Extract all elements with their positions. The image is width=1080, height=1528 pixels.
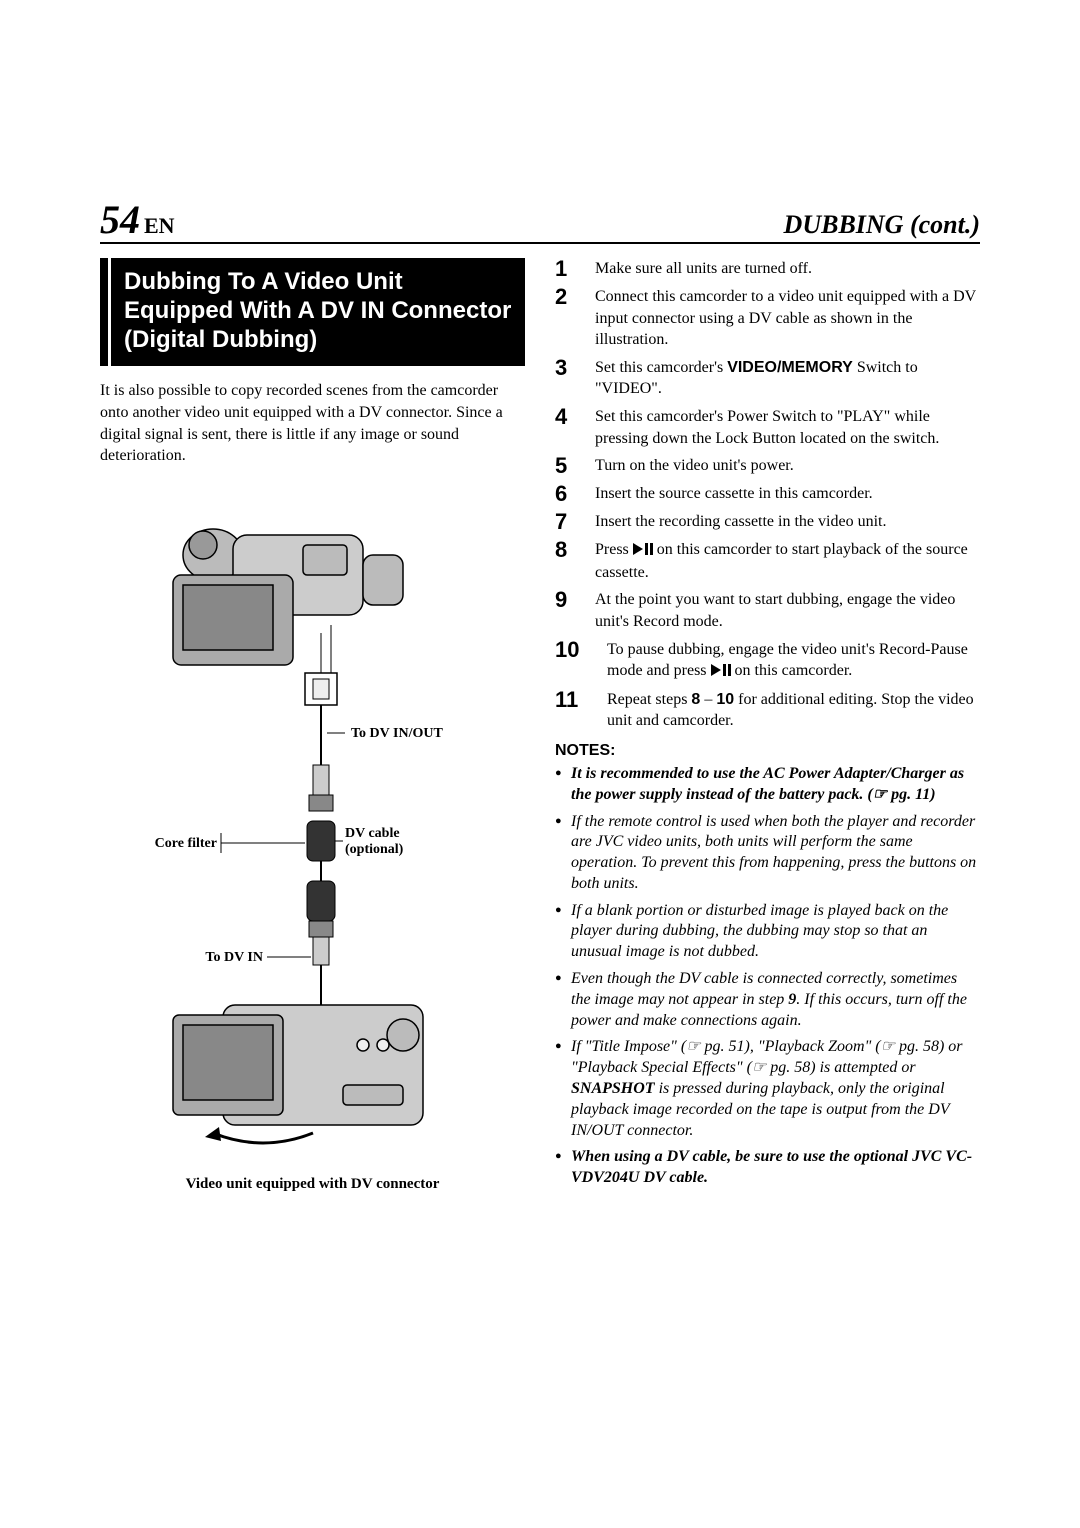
- right-column: 1 Make sure all units are turned off. 2 Con…: [555, 258, 980, 1201]
- notes-list: It is recommended to use the AC Power Ad…: [555, 764, 980, 1189]
- step-text: Turn on the video unit's power.: [595, 455, 794, 477]
- topic-title-block: Dubbing To A Video Unit Equipped With A …: [100, 258, 525, 366]
- step-number: 2: [555, 286, 587, 308]
- topic-title: Dubbing To A Video Unit Equipped With A …: [124, 268, 513, 354]
- step-item: 3 Set this camcorder's VIDEO/MEMORY Switc…: [555, 357, 980, 400]
- label-core-filter: Core filter: [154, 836, 216, 851]
- play-pause-icon: [711, 661, 731, 683]
- connection-diagram: To DV IN/OUT Core filter DV cable (optio…: [100, 485, 525, 1193]
- left-column: Dubbing To A Video Unit Equipped With A …: [100, 258, 525, 1201]
- note-item: If the remote control is used when both …: [555, 812, 980, 895]
- intro-paragraph: It is also possible to copy recorded sce…: [100, 380, 525, 466]
- section-title: DUBBING (cont.): [784, 210, 980, 240]
- step-number: 7: [555, 511, 587, 533]
- step-text: Insert the source cassette in this camco…: [595, 483, 873, 505]
- step-text: Connect this camcorder to a video unit e…: [595, 286, 980, 351]
- steps-list: 1 Make sure all units are turned off. 2 Con…: [555, 258, 980, 732]
- diagram-caption: Video unit equipped with DV connector: [100, 1176, 525, 1193]
- step-text: Insert the recording cassette in the vid…: [595, 511, 886, 533]
- step-number: 10: [555, 639, 599, 661]
- note-item: If "Title Impose" (☞ pg. 51), "Playback …: [555, 1037, 980, 1141]
- step-text: Set this camcorder's Power Switch to "PL…: [595, 406, 980, 449]
- step-number: 5: [555, 455, 587, 477]
- notes-heading: NOTES:: [555, 742, 980, 760]
- step-item: 10 To pause dubbing, engage the video uni…: [555, 639, 980, 683]
- step-item: 7 Insert the recording cassette in the vi…: [555, 511, 980, 533]
- step-text: At the point you want to start dubbing, …: [595, 589, 980, 632]
- label-optional: (optional): [345, 842, 404, 857]
- step-number: 3: [555, 357, 587, 379]
- note-item: If a blank portion or disturbed image is…: [555, 901, 980, 963]
- diagram-svg: To DV IN/OUT Core filter DV cable (optio…: [113, 485, 513, 1165]
- step-number: 9: [555, 589, 587, 611]
- step-item: 1 Make sure all units are turned off.: [555, 258, 980, 280]
- step-item: 5 Turn on the video unit's power.: [555, 455, 980, 477]
- content-columns: Dubbing To A Video Unit Equipped With A …: [100, 258, 980, 1201]
- step-text: Repeat steps 8 – 10 for additional editi…: [607, 689, 980, 732]
- label-to-dv-in: To DV IN: [205, 950, 263, 965]
- step-item: 11 Repeat steps 8 – 10 for additional edi…: [555, 689, 980, 732]
- note-item: It is recommended to use the AC Power Ad…: [555, 764, 980, 806]
- note-item: When using a DV cable, be sure to use th…: [555, 1147, 980, 1189]
- note-item: Even though the DV cable is connected co…: [555, 969, 980, 1031]
- step-text: Make sure all units are turned off.: [595, 258, 812, 280]
- step-item: 8 Press on this camcorder to start playba…: [555, 539, 980, 583]
- step-number: 4: [555, 406, 587, 428]
- page-lang: EN: [144, 213, 175, 238]
- page-number-value: 54: [100, 197, 140, 242]
- step-text: Press on this camcorder to start playbac…: [595, 539, 980, 583]
- page-number: 54EN: [100, 200, 175, 240]
- step-item: 4 Set this camcorder's Power Switch to "P…: [555, 406, 980, 449]
- step-number: 6: [555, 483, 587, 505]
- step-text: Set this camcorder's VIDEO/MEMORY Switch…: [595, 357, 980, 400]
- step-number: 8: [555, 539, 587, 561]
- page-header: 54EN DUBBING (cont.): [100, 200, 980, 244]
- step-number: 11: [555, 689, 599, 711]
- step-item: 6 Insert the source cassette in this camc…: [555, 483, 980, 505]
- label-to-dv-in-out: To DV IN/OUT: [351, 726, 443, 741]
- step-item: 2 Connect this camcorder to a video unit …: [555, 286, 980, 351]
- play-pause-icon: [633, 540, 653, 562]
- step-number: 1: [555, 258, 587, 280]
- step-item: 9 At the point you want to start dubbing,…: [555, 589, 980, 632]
- step-text: To pause dubbing, engage the video unit'…: [607, 639, 980, 683]
- label-dv-cable: DV cable: [345, 826, 400, 841]
